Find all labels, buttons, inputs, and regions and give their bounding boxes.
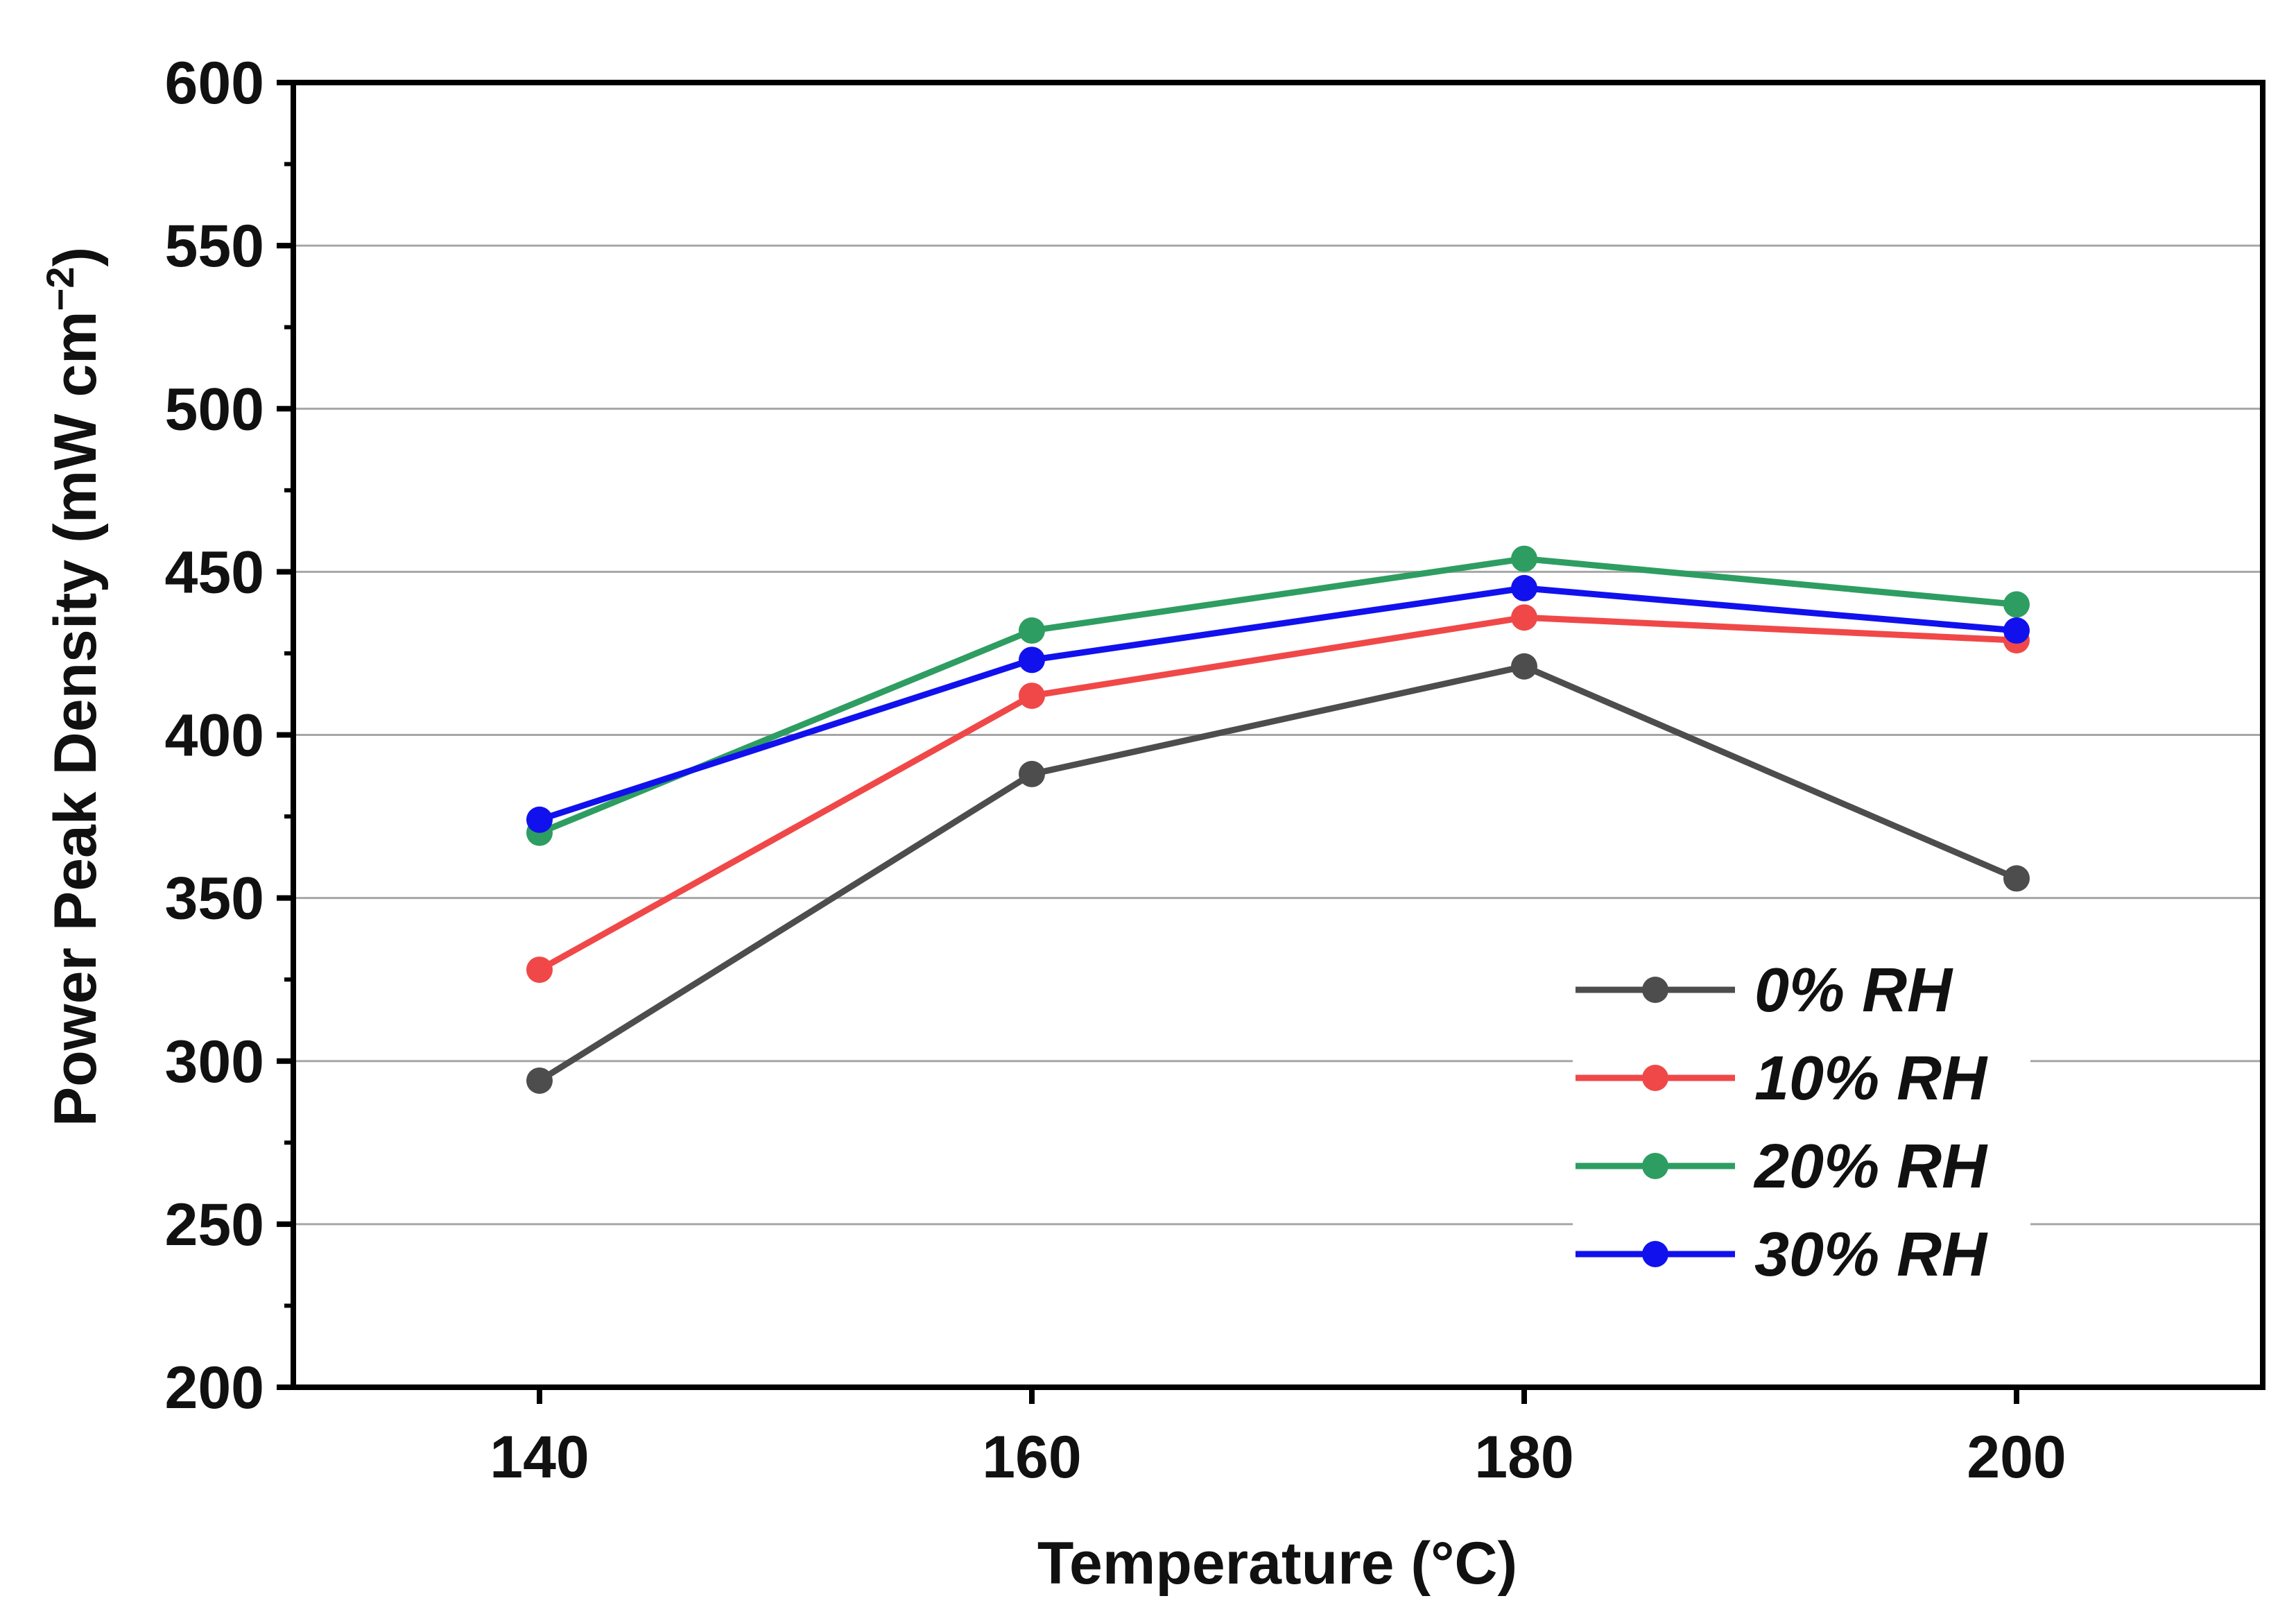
y-axis-title: Power Peak Density (mW cm−2) bbox=[38, 247, 109, 1126]
data-point bbox=[526, 1067, 553, 1094]
data-point bbox=[1511, 604, 1537, 631]
legend-label: 20% RH bbox=[1753, 1132, 1988, 1201]
y-tick-label: 250 bbox=[165, 1192, 265, 1258]
data-point bbox=[1019, 683, 1045, 710]
y-tick-label: 500 bbox=[165, 376, 265, 443]
x-axis: 140 160 180 200 bbox=[490, 1387, 2066, 1491]
legend-marker bbox=[1642, 977, 1668, 1003]
y-axis-title-close: ) bbox=[42, 247, 109, 267]
series-line bbox=[538, 585, 2017, 823]
legend-item: 30% RH bbox=[1576, 1220, 1988, 1289]
legend-marker bbox=[1642, 1153, 1668, 1179]
y-tick-label: 450 bbox=[165, 539, 265, 606]
data-point bbox=[1511, 653, 1537, 680]
series-group bbox=[526, 545, 2030, 1094]
legend-label: 10% RH bbox=[1754, 1044, 1988, 1113]
legend-marker bbox=[1642, 1241, 1668, 1267]
data-point bbox=[2003, 865, 2030, 892]
y-tick-label: 350 bbox=[165, 866, 265, 932]
data-point bbox=[526, 806, 553, 833]
data-point bbox=[1511, 574, 1537, 601]
series-10-rh bbox=[526, 604, 2030, 984]
data-point bbox=[1511, 545, 1537, 572]
y-tick-label: 600 bbox=[165, 50, 265, 117]
y-tick-label: 300 bbox=[165, 1029, 265, 1095]
series-line bbox=[538, 556, 2017, 836]
legend: 0% RH 10% RH 20% RH 30% RH bbox=[1573, 940, 2030, 1301]
series-20-rh bbox=[526, 545, 2030, 846]
x-axis-title: Temperature (°C) bbox=[1037, 1530, 1517, 1597]
data-point bbox=[1019, 646, 1045, 674]
series-line bbox=[537, 614, 2017, 973]
x-tick-label: 200 bbox=[1967, 1424, 2066, 1491]
legend-marker bbox=[1642, 1065, 1668, 1091]
x-tick-label: 180 bbox=[1474, 1424, 1574, 1491]
data-point bbox=[526, 957, 553, 984]
y-tick-label: 200 bbox=[165, 1355, 265, 1421]
legend-label: 30% RH bbox=[1754, 1220, 1988, 1289]
series-30-rh bbox=[526, 574, 2030, 833]
series-0-rh bbox=[526, 653, 2030, 1094]
x-tick-label: 160 bbox=[982, 1424, 1082, 1491]
y-tick-label: 550 bbox=[165, 213, 265, 280]
series-line bbox=[537, 663, 2018, 1083]
y-axis-title-main: Power Peak Density (mW cm bbox=[42, 311, 109, 1126]
legend-item: 20% RH bbox=[1576, 1132, 1988, 1201]
legend-item: 0% RH bbox=[1576, 956, 1953, 1025]
data-point bbox=[2003, 617, 2030, 644]
legend-item: 10% RH bbox=[1576, 1044, 1988, 1113]
data-point bbox=[1019, 760, 1045, 787]
data-point bbox=[2003, 591, 2030, 618]
y-tick-label: 400 bbox=[165, 703, 265, 769]
y-axis-title-superscript: −2 bbox=[38, 267, 82, 311]
data-point bbox=[1019, 617, 1045, 644]
gridlines bbox=[293, 244, 2263, 1226]
x-tick-label: 140 bbox=[490, 1424, 589, 1491]
y-axis: 200 250 300 350 400 450 500 550 600 bbox=[165, 50, 293, 1421]
legend-label: 0% RH bbox=[1754, 956, 1953, 1025]
